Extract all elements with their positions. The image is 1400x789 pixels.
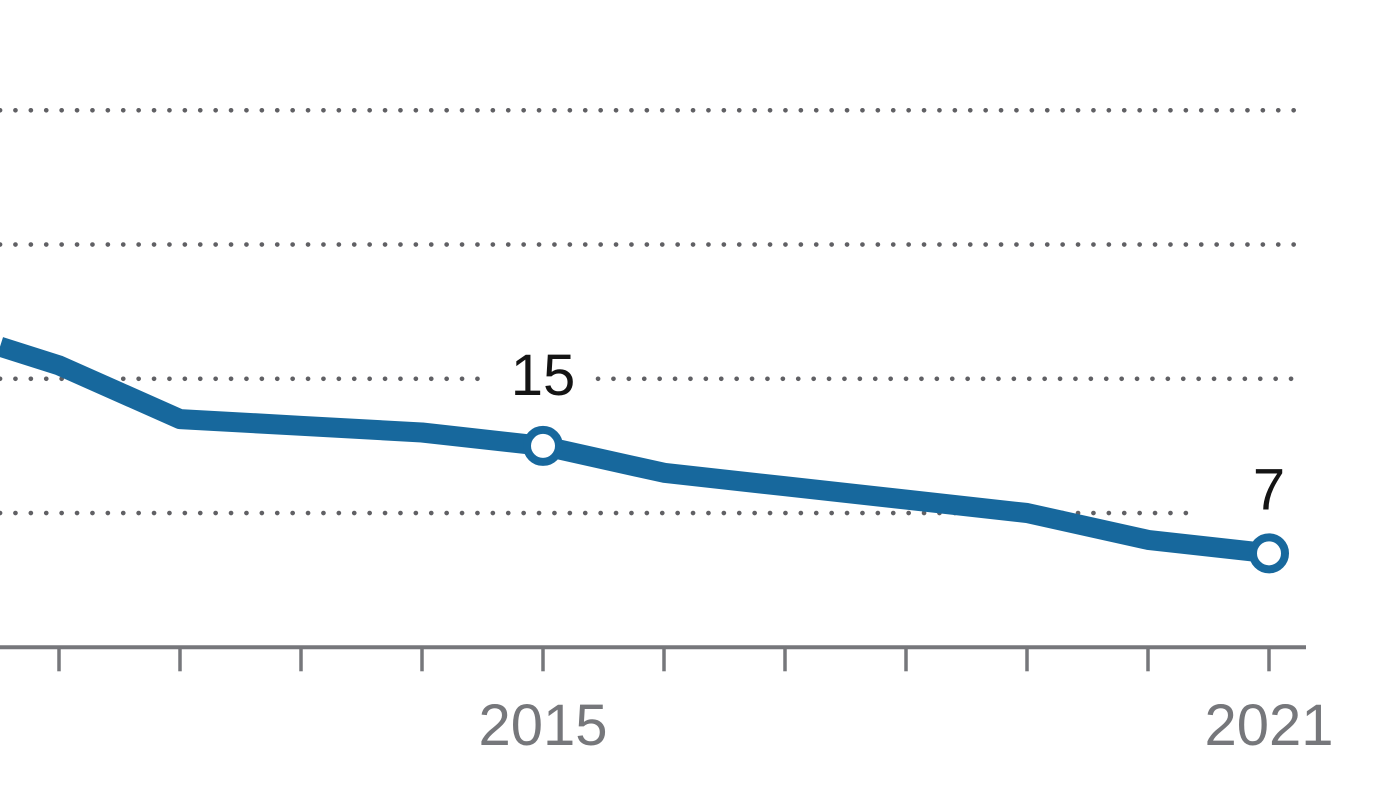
point-marker-2021 [1249,533,1289,574]
x-axis: 2015 2021 [0,645,1334,758]
x-tick-label-2015: 2015 [478,693,607,758]
data-label-2015: 15 [511,343,576,408]
gridlines [0,108,1309,516]
data-line [0,337,1271,564]
x-axis-ticks [57,648,1271,672]
x-tick-label-2021: 2021 [1204,693,1333,758]
data-label-2021: 7 [1253,457,1285,522]
point-marker-2015 [523,425,563,466]
